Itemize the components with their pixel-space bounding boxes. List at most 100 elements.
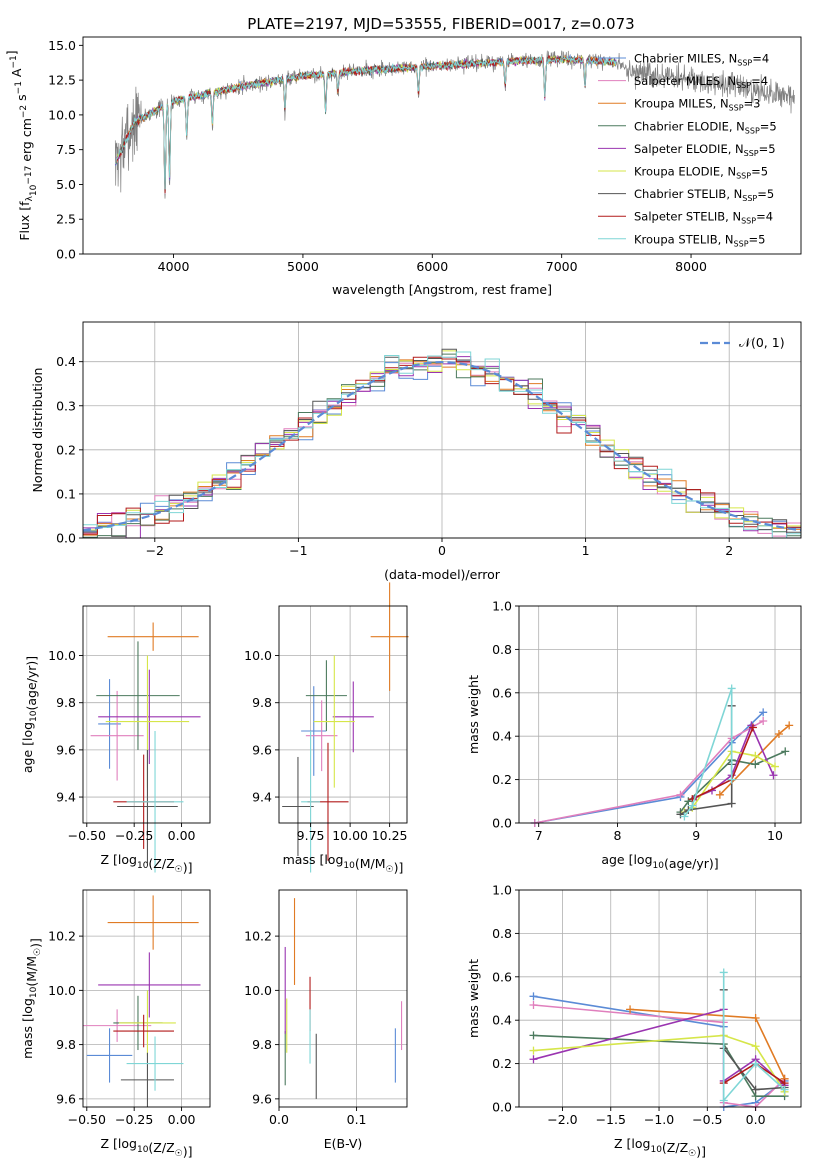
x-axis-label: E(B-V) [324, 1136, 363, 1151]
x-axis-label-part: )] [696, 1144, 706, 1159]
y-axis-label-part: 10 [29, 986, 39, 998]
legend-name: Kroupa MILES, N [634, 97, 729, 111]
legend-name: Kroupa STELIB, N [634, 232, 734, 246]
x-axis-label: Z [log10(Z/Z☉)] [614, 1136, 706, 1159]
weight-line-salpeter_stelib [723, 1062, 786, 1084]
weight-marker-salpeter_stelib [748, 723, 757, 732]
x-axis-label: Z [log10(Z/Z☉)] [101, 1136, 193, 1159]
x-axis-label-part: (M/M [355, 856, 386, 871]
legend-label: Chabrier STELIB, NSSP=5 [634, 187, 774, 203]
legend-label: Kroupa ELODIE, NSSP=5 [634, 165, 768, 181]
panel-age_vs_mass: 9.75 10.00 10.25 9.4 9.6 9.8 10.0 mass [log10(M… [244, 582, 409, 875]
x-tick-label: 0.00 [168, 1112, 196, 1127]
legend-label: Chabrier ELODIE, NSSP=5 [634, 119, 777, 135]
histogram-chabrier_stelib [83, 348, 801, 537]
histogram-salpeter_stelib [83, 356, 801, 535]
legend-name: Chabrier STELIB, N [634, 187, 742, 201]
legend-sub: SSP [734, 239, 749, 248]
y-axis-label-part: λ [25, 195, 35, 201]
y-axis-label: Flux [fλ10−17 erg cm−2 s−1 A−1] [4, 50, 39, 240]
x-axis-label-part: 10 [650, 1145, 662, 1155]
x-axis-label: wavelength [Angstrom, rest frame] [332, 282, 552, 297]
weight-marker-kroupa_stelib [727, 684, 736, 693]
legend-label: Salpeter STELIB, NSSP=4 [634, 210, 773, 226]
legend-name: Salpeter STELIB, N [634, 210, 741, 224]
legend-name: Chabrier MILES, N [634, 52, 737, 66]
weight-marker-chabrier_stelib [727, 799, 736, 808]
x-axis-label-part: )] [183, 860, 193, 875]
x-tick-label: 10 [767, 828, 783, 843]
weight-marker-chabrier_elodie [751, 760, 760, 769]
y-tick-label: 0.1 [56, 486, 76, 501]
y-tick-label: 9.6 [56, 742, 76, 757]
y-tick-label: 0.8 [492, 642, 512, 657]
model-spectrum-chabrier_miles [114, 54, 617, 192]
y-axis-label-part: ☉ [33, 948, 43, 956]
weight-marker-chabrier_miles [759, 708, 768, 717]
y-tick-label: 9.4 [56, 790, 76, 805]
plot-frame [278, 889, 408, 1108]
x-tick-label: 9.75 [297, 828, 325, 843]
y-tick-label: 0.6 [492, 685, 512, 700]
legend-rest: =3 [744, 97, 761, 111]
x-tick-label: 9 [692, 828, 700, 843]
y-tick-label: 1.0 [492, 599, 512, 614]
x-axis-label-part: )] [394, 860, 404, 875]
legend-sub: SSP [742, 194, 757, 203]
weight-line-kroupa_elodie [533, 1034, 786, 1093]
model-spectrum-salpeter_stelib [114, 55, 617, 194]
y-tick-label: 9.8 [56, 1037, 76, 1052]
y-tick-label: 0.0 [56, 247, 76, 262]
legend-sub: SSP [736, 81, 751, 90]
weight-line-kroupa_stelib [683, 688, 733, 817]
y-axis-label-part: s [14, 94, 29, 105]
y-axis-label-part: age [log [20, 722, 35, 773]
y-axis-label-part: Flux [f [17, 201, 32, 241]
x-tick-label: −0.25 [115, 828, 153, 843]
weight-marker-kroupa_elodie [771, 762, 780, 771]
x-tick-label: 10.00 [332, 828, 368, 843]
legend-sub: SSP [745, 126, 760, 135]
legend-label: Kroupa MILES, NSSP=3 [634, 97, 760, 113]
weight-marker-kroupa_stelib [780, 1085, 789, 1094]
x-axis-label-part: (Z/Z [662, 1140, 688, 1155]
y-axis-label-part: A [9, 68, 24, 81]
plot-frame [518, 605, 802, 824]
weight-marker-chabrier_miles [529, 992, 538, 1001]
weight-marker-salpeter_elodie [769, 771, 778, 780]
weight-marker-kroupa_miles [751, 1014, 760, 1023]
x-tick-label: −1 [289, 543, 307, 558]
y-tick-label: 10.0 [244, 648, 272, 663]
y-axis-label-part: (age/yr)] [24, 656, 39, 711]
y-tick-label: 9.8 [252, 1037, 272, 1052]
model-spectrum-salpeter_miles [114, 55, 617, 194]
x-tick-label: −1.5 [596, 1112, 626, 1127]
y-tick-label: 10.0 [48, 648, 76, 663]
legend-label: 𝒩(0, 1) [739, 335, 785, 350]
y-tick-label: 12.5 [48, 73, 76, 88]
x-tick-label: −0.50 [68, 828, 106, 843]
weight-marker-chabrier_elodie [781, 747, 790, 756]
weight-marker-salpeter_miles [529, 1001, 538, 1010]
weight-marker-chabrier_elodie [529, 1031, 538, 1040]
y-tick-label: 10.0 [48, 107, 76, 122]
x-tick-label: 4000 [158, 259, 190, 274]
model-spectrum-kroupa_stelib [114, 55, 617, 190]
legend-name: Chabrier ELODIE, N [634, 119, 745, 133]
y-tick-label: 0.3 [56, 398, 76, 413]
x-axis-label: mass [log10(M/M☉)] [283, 852, 404, 875]
weight-marker-kroupa_stelib [680, 812, 689, 821]
weight-marker-salpeter_elodie [529, 1055, 538, 1064]
model-spectrum-salpeter_elodie [114, 55, 617, 192]
x-axis-label-part: )] [183, 1144, 193, 1159]
legend-sub: SSP [729, 104, 744, 113]
y-axis-label-part: 10 [29, 710, 39, 722]
legend-label: Salpeter MILES, NSSP=4 [634, 74, 768, 90]
x-tick-label: 8 [613, 828, 621, 843]
legend-rest: =4 [751, 74, 768, 88]
y-axis-label: mass weight [466, 675, 481, 754]
x-axis-label-part: Z [log [614, 1136, 650, 1151]
legend-rest: =5 [760, 119, 777, 133]
